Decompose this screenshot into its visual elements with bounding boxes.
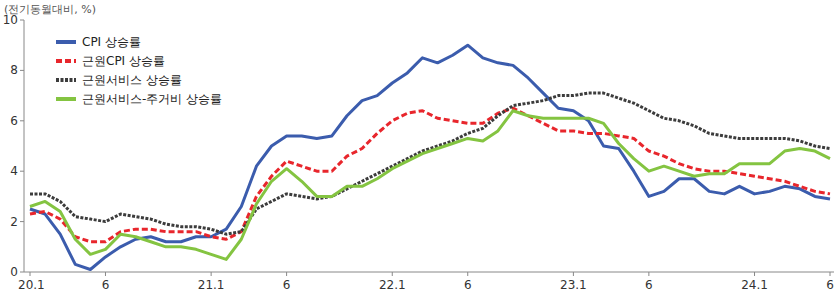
chart: (전기동월대비, %)024681020.1621.1622.1623.1624… — [0, 0, 840, 295]
y-tick — [20, 272, 24, 273]
series-line — [30, 45, 830, 269]
y-tick — [20, 70, 24, 71]
legend-swatch — [56, 40, 76, 44]
y-tick-label: 6 — [10, 114, 18, 128]
y-tick — [20, 171, 24, 172]
x-tick-label: 24.1 — [741, 278, 768, 292]
x-tick-label: 6 — [464, 278, 472, 292]
y-tick-label: 0 — [10, 265, 18, 279]
x-tick — [648, 272, 649, 276]
x-tick — [830, 272, 831, 276]
x-tick-label: 6 — [826, 278, 834, 292]
series-line — [30, 111, 830, 260]
y-tick-label: 4 — [10, 164, 18, 178]
y-tick-label: 2 — [10, 215, 18, 229]
y-tick — [20, 120, 24, 121]
x-tick — [467, 272, 468, 276]
legend-label: 근원서비스 상승률 — [82, 73, 182, 87]
x-tick-label: 6 — [645, 278, 653, 292]
series-line — [30, 93, 830, 234]
legend-label: 근원서비스-주거비 상승률 — [82, 92, 222, 106]
legend-swatch — [56, 78, 76, 82]
x-tick — [105, 272, 106, 276]
x-tick-label: 23.1 — [560, 278, 587, 292]
x-tick-label: 20.1 — [18, 278, 45, 292]
x-tick — [286, 272, 287, 276]
y-tick-label: 10 — [3, 13, 18, 27]
x-tick — [30, 272, 31, 276]
y-tick — [20, 221, 24, 222]
x-tick — [392, 272, 393, 276]
legend-swatch — [56, 59, 76, 63]
y-axis-line — [24, 20, 25, 272]
x-axis-line — [24, 272, 834, 273]
y-tick-label: 8 — [10, 63, 18, 77]
x-tick — [211, 272, 212, 276]
legend-label: 근원CPI 상승률 — [82, 54, 165, 68]
x-tick-label: 6 — [283, 278, 291, 292]
plot-area — [30, 45, 830, 269]
x-tick — [573, 272, 574, 276]
legend-label: CPI 상승률 — [82, 35, 141, 49]
x-tick-label: 6 — [102, 278, 110, 292]
x-tick-label: 22.1 — [379, 278, 406, 292]
legend-swatch — [56, 97, 76, 101]
y-tick — [20, 20, 24, 21]
x-tick-label: 21.1 — [198, 278, 225, 292]
x-tick — [754, 272, 755, 276]
